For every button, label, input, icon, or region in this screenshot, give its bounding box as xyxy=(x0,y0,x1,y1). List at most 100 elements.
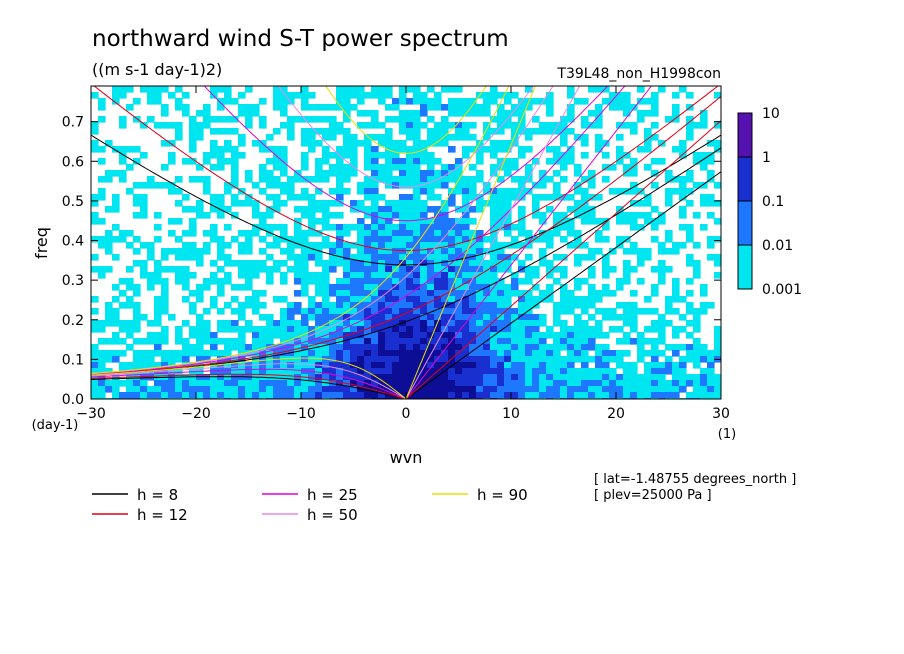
heatmap-cell xyxy=(434,128,442,135)
heatmap-cell xyxy=(406,278,414,285)
heatmap-cell xyxy=(462,254,470,261)
heatmap-cell xyxy=(420,350,428,357)
heatmap-cell xyxy=(273,392,281,399)
heatmap-cell xyxy=(630,182,638,189)
heatmap-cell xyxy=(133,158,141,165)
heatmap-cell xyxy=(644,254,652,261)
heatmap-cell xyxy=(441,338,449,345)
heatmap-cell xyxy=(133,326,141,333)
heatmap-cell xyxy=(392,392,400,399)
heatmap-cell xyxy=(252,308,260,315)
heatmap-cell xyxy=(175,368,183,375)
heatmap-cell xyxy=(406,248,414,255)
heatmap-cell xyxy=(336,296,344,303)
heatmap-cell xyxy=(462,290,470,297)
heatmap-cell xyxy=(560,368,568,375)
heatmap-cell xyxy=(273,260,281,267)
heatmap-cell xyxy=(553,146,561,153)
heatmap-cell xyxy=(539,194,547,201)
heatmap-cell xyxy=(679,224,687,231)
heatmap-cell xyxy=(469,134,477,141)
heatmap-cell xyxy=(91,128,99,135)
heatmap-cell xyxy=(350,380,358,387)
heatmap-cell xyxy=(196,320,204,327)
heatmap-cell xyxy=(217,98,225,105)
heatmap-cell xyxy=(651,350,659,357)
heatmap-cell xyxy=(273,182,281,189)
heatmap-cell xyxy=(266,362,274,369)
heatmap-cell xyxy=(273,194,281,201)
heatmap-cell xyxy=(329,308,337,315)
heatmap-cell xyxy=(161,122,169,129)
heatmap-cell xyxy=(462,230,470,237)
heatmap-cell xyxy=(518,368,526,375)
heatmap-cell xyxy=(567,368,575,375)
heatmap-cell xyxy=(490,194,498,201)
heatmap-cell xyxy=(91,320,99,327)
heatmap-cell xyxy=(504,344,512,351)
heatmap-cell xyxy=(329,212,337,219)
heatmap-cell xyxy=(581,320,589,327)
heatmap-cell xyxy=(126,278,134,285)
heatmap-cell xyxy=(385,212,393,219)
heatmap-cell xyxy=(350,152,358,159)
heatmap-cell xyxy=(259,350,267,357)
heatmap-cell xyxy=(378,206,386,213)
heatmap-cell xyxy=(427,296,435,303)
heatmap-cell xyxy=(161,164,169,171)
heatmap-cell xyxy=(490,140,498,147)
heatmap-cell xyxy=(462,392,470,399)
heatmap-cell xyxy=(98,188,106,195)
heatmap-cell xyxy=(623,320,631,327)
heatmap-cell xyxy=(371,356,379,363)
heatmap-cell xyxy=(259,248,267,255)
heatmap-cell xyxy=(672,362,680,369)
heatmap-cell xyxy=(210,128,218,135)
heatmap-cell xyxy=(392,356,400,363)
heatmap-cell xyxy=(686,332,694,339)
heatmap-cell xyxy=(588,314,596,321)
heatmap-cell xyxy=(525,386,533,393)
heatmap-cell xyxy=(350,260,358,267)
heatmap-cell xyxy=(455,230,463,237)
heatmap-cell xyxy=(553,218,561,225)
heatmap-cell xyxy=(231,284,239,291)
heatmap-cell xyxy=(595,104,603,111)
heatmap-cell xyxy=(714,260,721,267)
heatmap-cell xyxy=(595,218,603,225)
heatmap-cell xyxy=(581,254,589,261)
heatmap-cell xyxy=(672,284,680,291)
heatmap-cell xyxy=(511,110,519,117)
heatmap-cell xyxy=(441,116,449,123)
heatmap-cell xyxy=(392,278,400,285)
heatmap-cell xyxy=(98,380,106,387)
heatmap-cell xyxy=(238,308,246,315)
heatmap-cell xyxy=(231,176,239,183)
heatmap-cell xyxy=(511,188,519,195)
heatmap-cell xyxy=(301,350,309,357)
heatmap-cell xyxy=(490,296,498,303)
heatmap-cell xyxy=(252,212,260,219)
heatmap-cell xyxy=(105,308,113,315)
heatmap-cell xyxy=(315,368,323,375)
heatmap-cell xyxy=(462,356,470,363)
heatmap-cell xyxy=(602,98,610,105)
heatmap-cell xyxy=(203,182,211,189)
heatmap-cell xyxy=(336,362,344,369)
heatmap-cell xyxy=(532,272,540,279)
heatmap-cell xyxy=(462,122,470,129)
heatmap-cell xyxy=(392,332,400,339)
heatmap-cell xyxy=(616,350,624,357)
heatmap-cell xyxy=(336,284,344,291)
heatmap-cell xyxy=(392,152,400,159)
heatmap-cell xyxy=(392,380,400,387)
heatmap-cell xyxy=(560,326,568,333)
heatmap-cell xyxy=(133,302,141,309)
heatmap-cell xyxy=(161,362,169,369)
heatmap-cell xyxy=(616,314,624,321)
heatmap-cell xyxy=(259,164,267,171)
heatmap-cell xyxy=(567,374,575,381)
heatmap-cell xyxy=(560,158,568,165)
heatmap-cell xyxy=(672,326,680,333)
heatmap-cell xyxy=(448,374,456,381)
